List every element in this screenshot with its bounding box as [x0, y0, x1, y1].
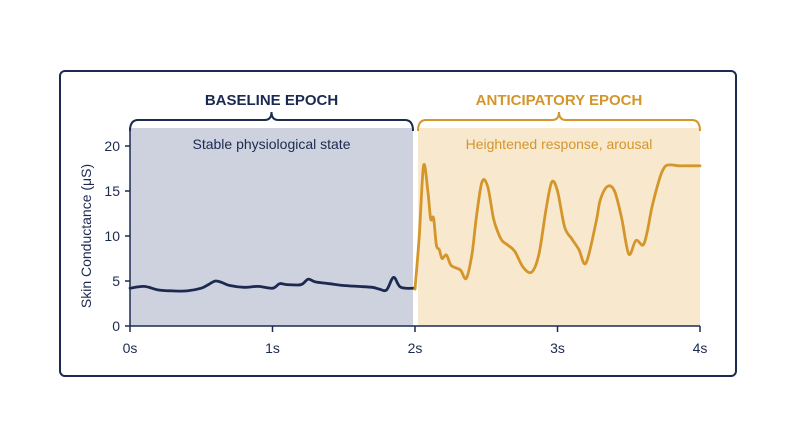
region-baseline	[130, 128, 413, 326]
epoch-label-anticipatory: Heightened response, arousal	[466, 136, 653, 152]
epoch-title-anticipatory: ANTICIPATORY EPOCH	[476, 92, 643, 109]
y-tick-label: 0	[112, 318, 120, 334]
chart-frame	[59, 70, 737, 377]
epoch-regions	[130, 128, 700, 326]
y-tick-label: 15	[104, 183, 120, 199]
bracket-baseline	[129, 111, 414, 132]
y-tick-label: 5	[112, 273, 120, 289]
epoch-title-baseline: BASELINE EPOCH	[205, 92, 338, 109]
epoch-brackets: BASELINE EPOCH Stable physiological state…	[129, 92, 701, 152]
series-layer	[128, 162, 702, 293]
region-anticipatory	[418, 128, 700, 326]
series-line-baseline	[128, 276, 417, 293]
x-tick-label: 2s	[408, 340, 423, 356]
x-tick-label: 3s	[550, 340, 565, 356]
y-tick-label: 10	[104, 228, 120, 244]
y-axis-title: Skin Conductance (μS)	[78, 164, 94, 308]
epoch-label-baseline: Stable physiological state	[193, 136, 351, 152]
series-line-anticipatory	[413, 162, 702, 291]
x-tick-label: 1s	[265, 340, 280, 356]
x-tick-label: 0s	[123, 340, 138, 356]
bracket-anticipatory	[417, 111, 701, 132]
y-tick-label: 20	[104, 138, 120, 154]
axes: 0 5 10 15 20 0s 1s 2s 3s 4s	[104, 128, 707, 356]
x-tick-label: 4s	[693, 340, 708, 356]
